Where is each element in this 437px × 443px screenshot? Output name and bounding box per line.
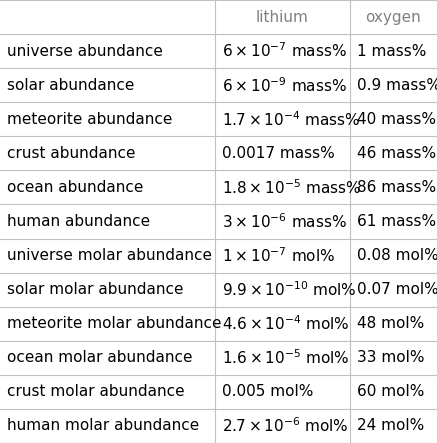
Text: $1\times10^{-7}$ mol%: $1\times10^{-7}$ mol% bbox=[222, 246, 335, 265]
Text: ocean abundance: ocean abundance bbox=[7, 180, 143, 195]
Text: $6\times10^{-7}$ mass%: $6\times10^{-7}$ mass% bbox=[222, 42, 347, 60]
Text: $1.8\times10^{-5}$ mass%: $1.8\times10^{-5}$ mass% bbox=[222, 178, 361, 197]
Text: universe abundance: universe abundance bbox=[7, 43, 163, 58]
Text: 33 mol%: 33 mol% bbox=[357, 350, 424, 365]
Text: $2.7\times10^{-6}$ mol%: $2.7\times10^{-6}$ mol% bbox=[222, 416, 348, 435]
Text: ocean molar abundance: ocean molar abundance bbox=[7, 350, 192, 365]
Text: $1.7\times10^{-4}$ mass%: $1.7\times10^{-4}$ mass% bbox=[222, 110, 360, 128]
Text: 0.0017 mass%: 0.0017 mass% bbox=[222, 146, 334, 161]
Text: $4.6\times10^{-4}$ mol%: $4.6\times10^{-4}$ mol% bbox=[222, 315, 349, 333]
Text: crust molar abundance: crust molar abundance bbox=[7, 385, 184, 400]
Text: meteorite molar abundance: meteorite molar abundance bbox=[7, 316, 221, 331]
Text: 0.07 mol%: 0.07 mol% bbox=[357, 282, 437, 297]
Text: oxygen: oxygen bbox=[366, 10, 421, 24]
Text: 46 mass%: 46 mass% bbox=[357, 146, 436, 161]
Text: universe molar abundance: universe molar abundance bbox=[7, 248, 212, 263]
Text: lithium: lithium bbox=[256, 10, 309, 24]
Text: $3\times10^{-6}$ mass%: $3\times10^{-6}$ mass% bbox=[222, 212, 347, 231]
Text: 0.005 mol%: 0.005 mol% bbox=[222, 385, 313, 400]
Text: 61 mass%: 61 mass% bbox=[357, 214, 436, 229]
Text: solar abundance: solar abundance bbox=[7, 78, 134, 93]
Text: solar molar abundance: solar molar abundance bbox=[7, 282, 183, 297]
Text: human abundance: human abundance bbox=[7, 214, 150, 229]
Text: 24 mol%: 24 mol% bbox=[357, 419, 424, 433]
Text: human molar abundance: human molar abundance bbox=[7, 419, 199, 433]
Text: 0.08 mol%: 0.08 mol% bbox=[357, 248, 437, 263]
Text: crust abundance: crust abundance bbox=[7, 146, 135, 161]
Text: 48 mol%: 48 mol% bbox=[357, 316, 424, 331]
Text: meteorite abundance: meteorite abundance bbox=[7, 112, 172, 127]
Text: 60 mol%: 60 mol% bbox=[357, 385, 424, 400]
Text: 1 mass%: 1 mass% bbox=[357, 43, 426, 58]
Text: $9.9\times10^{-10}$ mol%: $9.9\times10^{-10}$ mol% bbox=[222, 280, 356, 299]
Text: 0.9 mass%: 0.9 mass% bbox=[357, 78, 437, 93]
Text: 86 mass%: 86 mass% bbox=[357, 180, 436, 195]
Text: $1.6\times10^{-5}$ mol%: $1.6\times10^{-5}$ mol% bbox=[222, 349, 349, 367]
Text: $6\times10^{-9}$ mass%: $6\times10^{-9}$ mass% bbox=[222, 76, 347, 94]
Text: 40 mass%: 40 mass% bbox=[357, 112, 436, 127]
